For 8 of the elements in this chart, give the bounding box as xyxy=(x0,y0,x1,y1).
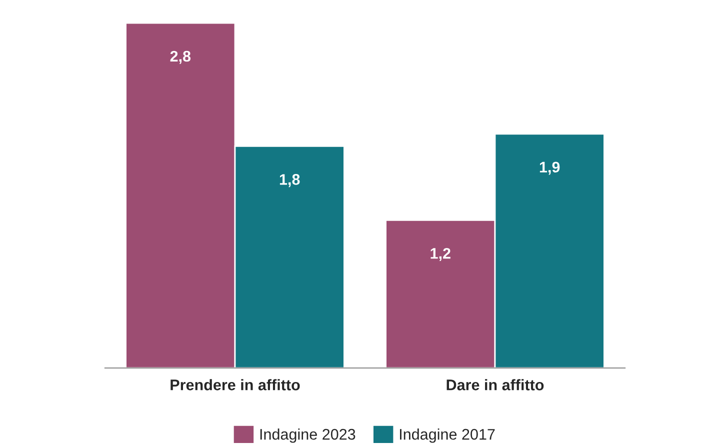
data-label: 2,8 xyxy=(170,50,191,64)
x-tick-label: Prendere in affitto xyxy=(170,379,300,390)
data-label: 1,9 xyxy=(540,162,560,175)
legend-label: Indagine 2023 xyxy=(260,428,356,443)
data-label: 1,8 xyxy=(280,174,300,188)
legend-label: Indagine 2017 xyxy=(400,428,495,443)
x-tick-label: Dare in affitto xyxy=(446,379,544,390)
data-label: 1,2 xyxy=(430,248,450,262)
